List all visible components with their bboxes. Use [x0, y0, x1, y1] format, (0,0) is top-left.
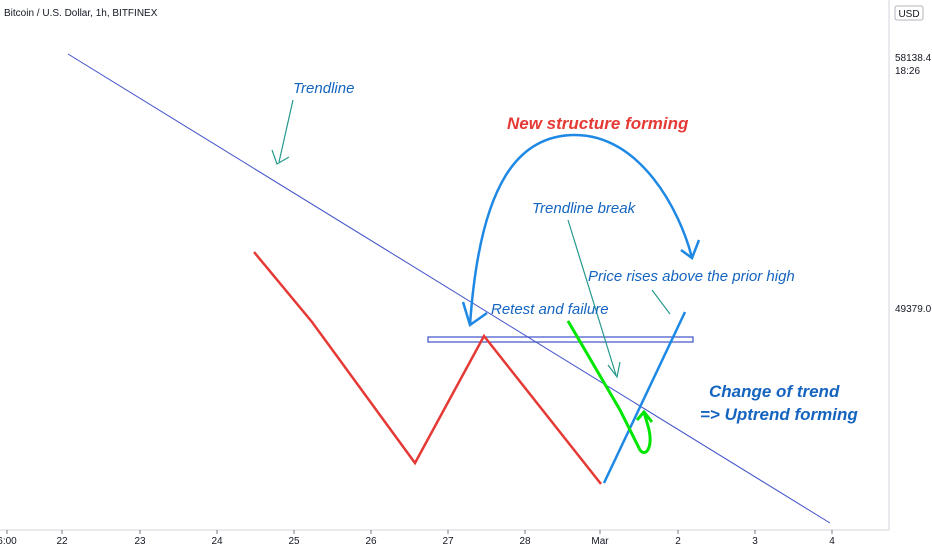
time-tick-label: 27 [442, 536, 454, 547]
annotation-price-rises: Price rises above the prior high [588, 268, 795, 285]
uptrend-leg [602, 311, 687, 484]
time-tick-label: Mar [591, 536, 609, 547]
time-tick-label: 28 [519, 536, 531, 547]
marker-price: 58138.4 [895, 53, 932, 64]
break-pointer [567, 219, 617, 376]
currency-badge-label: USD [898, 9, 919, 20]
time-tick-label: 24 [211, 536, 223, 547]
time-tick-label: 22 [56, 536, 68, 547]
structure-arc-arrow [468, 133, 694, 326]
annotation-uptrend: => Uptrend forming [700, 405, 858, 424]
downtrend-structure [253, 251, 602, 485]
annotation-trendline: Trendline [293, 80, 354, 97]
break-pointer-head [607, 361, 621, 379]
annotation-retest: Retest and failure [491, 301, 609, 318]
trendline-break-marker [566, 320, 652, 454]
annotation-trendline-break: Trendline break [532, 200, 637, 217]
time-tick-label: 26 [365, 536, 377, 547]
time-tick-label: 6:00 [0, 536, 17, 547]
currency-badge[interactable] [894, 5, 924, 21]
green-arrowhead [635, 409, 654, 423]
time-tick-label: 25 [288, 536, 300, 547]
resistance-zone [427, 336, 694, 343]
countdown: 18:26 [895, 66, 920, 77]
annotation-new-structure: New structure forming [507, 114, 689, 133]
time-tick-label: 4 [829, 536, 835, 547]
trendline [67, 53, 831, 524]
trendline-pointer-head [271, 149, 290, 165]
prior-high-pointer [651, 289, 671, 315]
arc-arrowhead-left [461, 301, 488, 328]
time-tick-label: 3 [752, 536, 758, 547]
chart-header: Bitcoin / U.S. Dollar, 1h, BITFINEX [4, 8, 158, 19]
last-price: 49379.0 [895, 304, 932, 315]
arc-arrowhead-right [680, 239, 701, 260]
annotation-change-trend: Change of trend [709, 382, 840, 401]
time-tick-label: 2 [675, 536, 681, 547]
time-axis: 6:00 22 23 24 25 26 27 28 Mar 2 3 4 [0, 530, 835, 547]
time-tick-label: 23 [134, 536, 146, 547]
trendline-pointer [278, 99, 294, 163]
